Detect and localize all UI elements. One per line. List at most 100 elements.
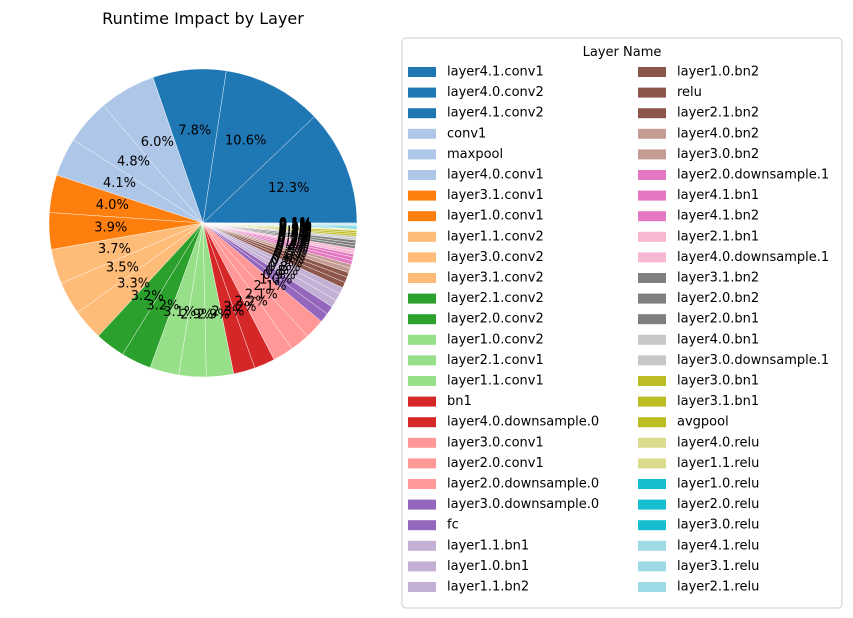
legend-entry-layer4-0-bn2: layer4.0.bn2 (638, 126, 759, 141)
legend-entry-layer4-0-relu: layer4.0.relu (638, 435, 759, 450)
legend-label: layer4.0.bn2 (677, 126, 759, 141)
legend-label: layer3.0.bn2 (677, 147, 759, 162)
legend-swatch (408, 108, 436, 119)
pie-percent-label-layer2-0-bn1: 0.3% (278, 227, 311, 242)
legend-entry-bn1: bn1 (408, 394, 472, 409)
legend-label: layer2.0.conv2 (447, 312, 544, 327)
pie-percent-label-layer4-1-conv2: 7.8% (178, 123, 211, 138)
pie-percent-label-layer2-1-conv1: 2.9% (180, 308, 213, 323)
pie-percent-label-layer4-1-bn1: 0.4% (276, 237, 309, 252)
pie-percent-label-layer2-0-bn2: 0.3% (278, 228, 311, 243)
legend-entry-relu: relu (638, 85, 702, 100)
legend-entry-layer4-1-bn2: layer4.1.bn2 (638, 209, 759, 224)
legend-label: layer2.0.conv1 (447, 456, 544, 471)
legend-label: layer1.1.conv1 (447, 374, 544, 389)
legend-entry-layer1-0-conv2: layer1.0.conv2 (408, 332, 544, 347)
legend-label: layer1.0.bn1 (447, 559, 529, 574)
legend-swatch (408, 499, 436, 510)
legend-swatch (408, 396, 436, 407)
legend-swatch (638, 582, 666, 592)
legend-label: layer1.0.bn2 (677, 65, 759, 80)
legend-entry-layer2-1-bn1: layer2.1.bn1 (638, 229, 759, 244)
legend-entry-layer1-1-bn2: layer1.1.bn2 (408, 580, 529, 595)
legend-swatch (638, 273, 666, 283)
legend-swatch (408, 437, 436, 448)
pie-percent-label-avgpool: 0.2% (279, 221, 312, 236)
legend-label: layer3.0.bn1 (677, 374, 759, 389)
legend-frame (401, 37, 843, 609)
legend-label: layer2.0.downsample.0 (447, 477, 599, 492)
pie-percent-label-layer4-0-conv1: 4.1% (103, 176, 136, 191)
legend-swatch (408, 170, 436, 180)
legend-entry-layer3-0-downsample-1: layer3.0.downsample.1 (638, 353, 829, 368)
legend-swatch (408, 540, 436, 551)
legend-label: maxpool (447, 147, 503, 162)
pie-percent-label-layer3-1-relu: 0.1% (279, 216, 312, 231)
pie-slice-layer2-1-relu (202, 222, 358, 225)
pie-percent-label-relu: 0.6% (272, 250, 305, 265)
legend-entry-layer4-1-conv2: layer4.1.conv2 (408, 106, 544, 121)
pie-percent-label-layer3-1-conv1: 4.0% (96, 198, 129, 213)
legend-swatch (638, 355, 666, 366)
legend-label: layer4.0.conv1 (447, 168, 544, 183)
legend-label: layer3.1.bn1 (677, 394, 759, 409)
legend-swatch (638, 437, 666, 448)
legend-label: layer1.0.relu (677, 477, 759, 492)
legend-label: layer3.0.conv2 (447, 250, 544, 265)
legend-label: layer2.0.bn1 (677, 312, 759, 327)
legend-entry-layer4-1-conv1: layer4.1.conv1 (408, 65, 544, 80)
pie-percent-label-layer2-1-bn2: 0.5% (273, 247, 306, 262)
legend-swatch (638, 190, 666, 201)
legend-entry-layer1-0-conv1: layer1.0.conv1 (408, 209, 544, 224)
legend-swatch (408, 561, 436, 572)
legend-entry-layer1-0-bn2: layer1.0.bn2 (638, 65, 759, 80)
pie-percent-label-layer4-0-bn2: 0.5% (274, 244, 307, 259)
legend-entry-layer2-0-bn2: layer2.0.bn2 (638, 291, 759, 306)
legend-swatch (408, 128, 436, 139)
pie-percent-label-layer2-0-conv2: 3.2% (146, 299, 179, 314)
legend-entry-layer1-1-conv1: layer1.1.conv1 (408, 374, 544, 389)
pie-percent-labels: 12.3% 10.6% 7.8% 6.0% 4.8% 4.1% 4.0% 3.9% 3.7% 3.… (94, 123, 312, 322)
legend-swatch (638, 458, 666, 469)
legend-label: layer4.0.conv2 (447, 85, 544, 100)
pie-percent-label-layer4-0-downsample-1: 0.3% (277, 232, 310, 247)
legend-entry-layer3-0-bn2: layer3.0.bn2 (638, 147, 759, 162)
legend-swatch (638, 396, 666, 407)
legend: Layer Name layer4.1.conv1layer4.0.conv2l… (401, 37, 843, 609)
legend-label: layer3.0.downsample.0 (447, 497, 599, 512)
pie-percent-label-layer3-0-conv2: 3.5% (106, 261, 139, 276)
legend-label: layer2.1.conv2 (447, 291, 544, 306)
legend-label: layer1.0.conv1 (447, 209, 544, 224)
pie-percent-label-bn1: 2.3% (211, 304, 244, 319)
pie-percent-label-layer4-0-conv2: 10.6% (225, 134, 266, 149)
pie-percent-label-layer3-0-downsample-0: 1.0% (259, 272, 292, 287)
legend-label: avgpool (677, 415, 729, 430)
pie-percent-label-layer1-1-bn2: 0.7% (269, 256, 302, 271)
legend-swatch (408, 293, 436, 304)
legend-entry-layer2-0-downsample-0: layer2.0.downsample.0 (408, 477, 599, 492)
legend-entry-layer2-1-bn2: layer2.1.bn2 (638, 106, 759, 121)
legend-entries: layer4.1.conv1 layer4.0.conv2 layer4.1.con… (408, 65, 829, 595)
legend-title: Layer Name (583, 45, 662, 60)
pie-percent-label-layer2-0-downsample-0: 2.1% (254, 279, 287, 294)
legend-label: layer4.1.relu (677, 538, 759, 553)
pie-percent-label-layer3-1-bn1: 0.2% (279, 222, 312, 237)
legend-swatch (638, 170, 666, 180)
pie-percent-label-maxpool: 4.8% (117, 155, 150, 170)
legend-label: layer4.1.conv2 (447, 106, 544, 121)
legend-label: conv1 (447, 126, 486, 141)
legend-entry-conv1: conv1 (408, 126, 486, 141)
legend-label: layer3.0.relu (677, 518, 759, 533)
legend-label: layer3.1.conv2 (447, 271, 544, 286)
legend-swatch (638, 108, 666, 119)
legend-entry-layer2-0-conv2: layer2.0.conv2 (408, 312, 544, 327)
legend-label: relu (677, 85, 702, 100)
pie-percent-label-layer4-1-conv1: 12.3% (268, 181, 309, 196)
legend-label: layer2.1.conv1 (447, 353, 544, 368)
legend-swatch (638, 87, 666, 98)
pie-percent-label-layer1-0-conv1: 3.9% (94, 220, 127, 235)
legend-swatch (638, 540, 666, 551)
legend-entry-layer3-1-bn1: layer3.1.bn1 (638, 394, 759, 409)
legend-swatch (408, 314, 436, 325)
